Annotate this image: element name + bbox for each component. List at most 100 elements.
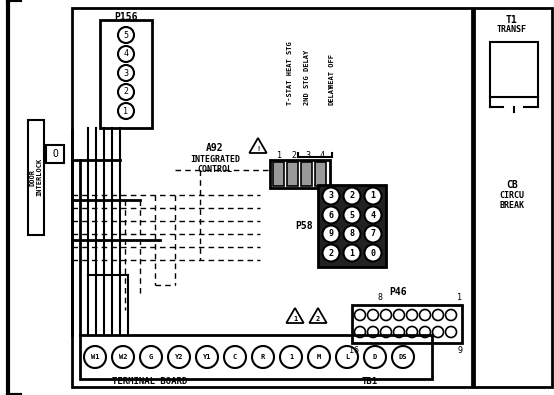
Text: 4: 4: [124, 49, 129, 58]
Circle shape: [407, 310, 418, 320]
Circle shape: [445, 310, 456, 320]
Circle shape: [343, 188, 361, 205]
Bar: [72, 8, 472, 387]
Bar: [318, 185, 386, 267]
Text: DELAY: DELAY: [329, 84, 335, 105]
Circle shape: [433, 310, 444, 320]
Circle shape: [365, 207, 382, 224]
Bar: [28, 120, 44, 235]
Bar: [100, 20, 152, 128]
Circle shape: [322, 226, 340, 243]
Text: O: O: [52, 149, 58, 159]
Circle shape: [336, 346, 358, 368]
Text: A92: A92: [206, 143, 224, 153]
Text: 1: 1: [371, 192, 376, 201]
Text: P46: P46: [389, 287, 407, 297]
Text: Y2: Y2: [175, 354, 183, 360]
Text: HEAT OFF: HEAT OFF: [329, 54, 335, 88]
Circle shape: [381, 310, 392, 320]
Bar: [315, 162, 326, 186]
Text: T1: T1: [506, 15, 518, 25]
Text: TB1: TB1: [362, 378, 378, 386]
Text: 9: 9: [458, 346, 463, 355]
Text: M: M: [317, 354, 321, 360]
Text: 4: 4: [320, 150, 325, 160]
Text: DOOR
INTERLOCK: DOOR INTERLOCK: [29, 158, 43, 196]
Circle shape: [118, 27, 134, 43]
Text: P156: P156: [114, 12, 138, 22]
Text: 3: 3: [305, 150, 310, 160]
Circle shape: [118, 84, 134, 100]
Text: R: R: [261, 354, 265, 360]
Circle shape: [392, 346, 414, 368]
Text: 2: 2: [329, 248, 334, 258]
Bar: [352, 305, 462, 343]
Text: Y1: Y1: [203, 354, 211, 360]
Circle shape: [140, 346, 162, 368]
Text: 1: 1: [293, 316, 297, 322]
Text: 8: 8: [350, 229, 355, 239]
Circle shape: [355, 310, 366, 320]
Circle shape: [118, 46, 134, 62]
Circle shape: [381, 327, 392, 337]
Text: 1: 1: [278, 150, 283, 160]
Text: D: D: [373, 354, 377, 360]
Text: 5: 5: [124, 30, 129, 40]
Bar: [273, 162, 284, 186]
Circle shape: [343, 245, 361, 261]
Bar: [301, 162, 312, 186]
Circle shape: [84, 346, 106, 368]
Text: !: !: [256, 146, 260, 152]
Text: W2: W2: [119, 354, 127, 360]
Circle shape: [365, 245, 382, 261]
Circle shape: [355, 327, 366, 337]
Circle shape: [419, 310, 430, 320]
Text: 3: 3: [124, 68, 129, 77]
Circle shape: [393, 310, 404, 320]
Bar: [46, 145, 64, 163]
Circle shape: [322, 188, 340, 205]
Text: 1: 1: [124, 107, 129, 115]
Text: TERMINAL BOARD: TERMINAL BOARD: [112, 378, 188, 386]
Bar: [270, 160, 330, 188]
Circle shape: [118, 65, 134, 81]
Text: P58: P58: [295, 221, 313, 231]
Text: INTEGRATED: INTEGRATED: [190, 156, 240, 164]
Circle shape: [343, 207, 361, 224]
Text: T-STAT HEAT STG: T-STAT HEAT STG: [287, 41, 293, 105]
Text: 4: 4: [371, 211, 376, 220]
Text: C: C: [233, 354, 237, 360]
Text: 9: 9: [329, 229, 334, 239]
Circle shape: [419, 327, 430, 337]
Text: 1: 1: [350, 248, 355, 258]
Circle shape: [168, 346, 190, 368]
Circle shape: [367, 327, 378, 337]
Circle shape: [224, 346, 246, 368]
Text: TRANSF: TRANSF: [497, 26, 527, 34]
Circle shape: [364, 346, 386, 368]
Text: 3: 3: [329, 192, 334, 201]
Bar: [287, 162, 298, 186]
Circle shape: [367, 310, 378, 320]
Text: 6: 6: [329, 211, 334, 220]
Text: 1: 1: [289, 354, 293, 360]
Text: 1: 1: [458, 293, 463, 302]
Bar: [490, 42, 538, 97]
Text: L: L: [345, 354, 349, 360]
Circle shape: [322, 207, 340, 224]
Circle shape: [407, 327, 418, 337]
Text: W1: W1: [91, 354, 99, 360]
Text: 2ND STG DELAY: 2ND STG DELAY: [304, 50, 310, 105]
Text: CB: CB: [506, 180, 518, 190]
Text: 2: 2: [124, 88, 129, 96]
Circle shape: [365, 188, 382, 205]
Text: 2: 2: [316, 316, 320, 322]
Text: 16: 16: [349, 346, 359, 355]
Circle shape: [322, 245, 340, 261]
Circle shape: [308, 346, 330, 368]
Bar: [474, 8, 552, 387]
Text: G: G: [149, 354, 153, 360]
Text: CIRCU: CIRCU: [500, 192, 525, 201]
Circle shape: [118, 103, 134, 119]
Circle shape: [252, 346, 274, 368]
